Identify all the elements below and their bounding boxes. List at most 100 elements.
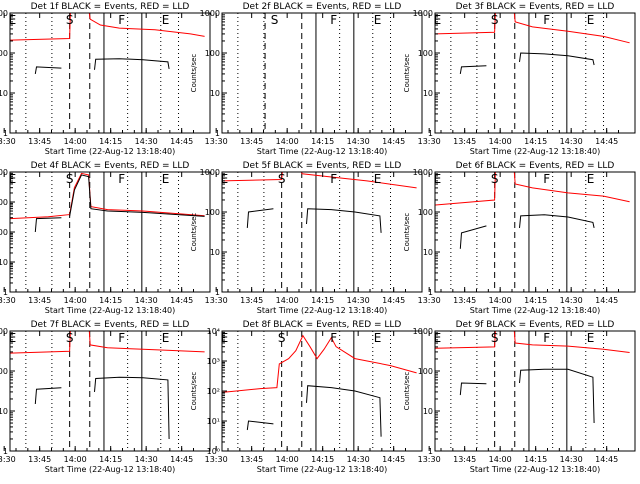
y-tick-label: 10 (0, 407, 8, 416)
panel-frame (221, 12, 423, 134)
x-tick-label: 14:15 (99, 296, 122, 305)
detector-panel-1: Det 1f BLACK = Events, RED = LLDESFE1101… (0, 2, 211, 156)
x-tick-label: 14:45 (382, 137, 405, 146)
plot-area (435, 172, 630, 292)
x-tick-label: 14:00 (276, 455, 299, 464)
interval-marker-label: F (330, 13, 337, 27)
x-tick-label: 13:30 (418, 137, 441, 146)
x-tick-label: 14:00 (64, 137, 87, 146)
x-tick-label: 14:15 (524, 455, 547, 464)
x-tick-label: 13:30 (0, 455, 16, 464)
x-tick-label: 13:45 (240, 296, 263, 305)
y-tick-label: 10 (423, 248, 433, 257)
interval-marker-label: F (330, 172, 337, 186)
y-tick-label: 1000 (413, 9, 433, 18)
x-tick-label: 14:45 (595, 137, 618, 146)
y-tick-label: 1 (215, 288, 220, 297)
interval-marker-label: F (118, 172, 125, 186)
x-tick-label: 14:30 (135, 455, 158, 464)
events-series-line (94, 58, 170, 70)
x-tick-label: 13:30 (205, 455, 228, 464)
events-series-line (459, 225, 487, 249)
events-series-line (519, 52, 595, 66)
plot-area (222, 331, 417, 451)
panel-frame (221, 330, 423, 452)
y-axis-label: Counts/sec (403, 372, 411, 411)
interval-marker-label: E (9, 331, 17, 345)
x-axis-label: Start Time (22-Aug-12 13:18:40) (257, 465, 388, 474)
interval-marker-label: E (374, 331, 382, 345)
y-tick-label: 100 (205, 49, 220, 58)
x-tick-label: 14:45 (170, 455, 193, 464)
y-tick-label: 100 (0, 228, 8, 237)
interval-marker-label: E (434, 13, 442, 27)
x-tick-label: 14:15 (311, 455, 334, 464)
detector-panel-4: Det 4f BLACK = Events, RED = LLDESFE1101… (0, 161, 211, 315)
y-tick-label: 1 (428, 129, 433, 138)
x-tick-label: 14:30 (560, 296, 583, 305)
events-series-line (34, 217, 62, 233)
interval-marker-label: S (278, 331, 286, 345)
interval-marker-label: E (374, 172, 382, 186)
events-series-line (519, 368, 595, 424)
panel-frame (9, 330, 211, 452)
y-axis-label: Counts/sec (190, 372, 198, 411)
y-tick-label: 100 (0, 49, 8, 58)
interval-marker-label: S (271, 13, 279, 27)
x-tick-label: 14:30 (347, 137, 370, 146)
interval-marker-label: E (9, 13, 17, 27)
x-tick-label: 14:00 (489, 137, 512, 146)
panel-title: Det 6f BLACK = Events, RED = LLD (456, 161, 615, 171)
x-tick-label: 14:15 (524, 296, 547, 305)
x-axis-label: Start Time (22-Aug-12 13:18:40) (257, 306, 388, 315)
plot-area (10, 172, 205, 292)
x-tick-label: 13:30 (418, 296, 441, 305)
panel-frame (221, 171, 423, 293)
x-tick-label: 14:45 (382, 455, 405, 464)
plot-area (10, 13, 205, 133)
y-tick-label: 10⁰ (207, 447, 220, 456)
plot-area (237, 13, 392, 133)
panel-title: Det 4f BLACK = Events, RED = LLD (31, 161, 190, 171)
y-axis-label: Counts/sec (403, 54, 411, 93)
lld-series-line (10, 13, 205, 41)
x-tick-label: 14:15 (311, 137, 334, 146)
x-tick-label: 13:30 (0, 137, 16, 146)
y-tick-label: 1000 (413, 327, 433, 336)
y-tick-label: 100 (205, 208, 220, 217)
y-tick-label: 100 (418, 208, 433, 217)
panel-title: Det 9f BLACK = Events, RED = LLD (456, 320, 615, 330)
panel-frame (434, 12, 636, 134)
x-axis-label: Start Time (22-Aug-12 13:18:40) (257, 147, 388, 156)
y-tick-label: 100 (418, 367, 433, 376)
y-tick-label: 1000 (200, 168, 220, 177)
lld-series-line (435, 172, 630, 206)
detector-panel-7: Det 7f BLACK = Events, RED = LLDESFE1101… (0, 320, 211, 474)
interval-marker-label: E (434, 331, 442, 345)
interval-marker-label: E (587, 13, 595, 27)
x-tick-label: 14:30 (135, 137, 158, 146)
y-tick-label: 1 (3, 288, 8, 297)
x-axis-label: Start Time (22-Aug-12 13:18:40) (470, 465, 601, 474)
x-tick-label: 14:15 (524, 137, 547, 146)
x-tick-label: 13:30 (0, 296, 16, 305)
x-tick-label: 14:30 (347, 296, 370, 305)
interval-marker-label: E (221, 172, 229, 186)
x-tick-label: 13:45 (28, 296, 51, 305)
interval-marker-label: E (587, 331, 595, 345)
x-axis-label: Start Time (22-Aug-12 13:18:40) (45, 465, 176, 474)
interval-marker-label: F (543, 172, 550, 186)
x-tick-label: 14:00 (64, 455, 87, 464)
interval-marker-label: E (374, 13, 382, 27)
lld-series-line (10, 172, 205, 220)
x-tick-label: 13:45 (28, 137, 51, 146)
y-tick-label: 10³ (207, 357, 220, 366)
x-tick-label: 13:45 (453, 296, 476, 305)
y-tick-label: 1 (428, 288, 433, 297)
panel-frame (9, 12, 211, 134)
y-axis-label: Counts/sec (403, 213, 411, 252)
x-tick-label: 13:45 (240, 137, 263, 146)
y-axis-label: Counts/sec (190, 54, 198, 93)
